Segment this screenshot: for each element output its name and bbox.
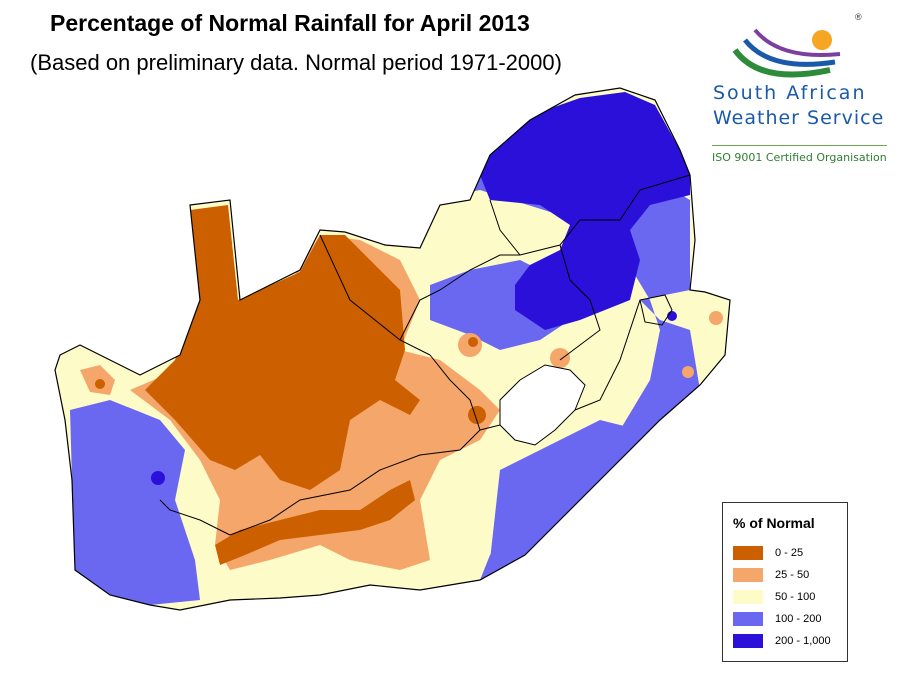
swaziland-outline [639,294,673,326]
legend-title: % of Normal [733,515,815,531]
legend-item: 0 - 25 [733,545,803,561]
logo-name-line2: Weather Service [713,107,885,129]
legend-item: 50 - 100 [733,589,815,605]
zone-0-25-southwest [215,480,415,565]
zone-100-200-southeast [490,420,640,560]
logo-divider [712,145,887,146]
map-legend: % of Normal 0 - 25 25 - 50 50 - 100 100 … [722,502,848,662]
zone-0-25-spot-b [468,406,486,424]
legend-label: 50 - 100 [775,591,816,603]
zone-25-50-spot-b [550,348,570,368]
logo-sun [812,30,832,50]
legend-item: 200 - 1,000 [733,633,831,649]
province-boundaries [159,174,691,536]
logo-swoosh-purple [753,28,841,57]
logo-certification: ISO 9001 Certified Organisation [712,151,887,164]
legend-label: 100 - 200 [775,613,822,625]
legend-item: 25 - 50 [733,567,809,583]
legend-swatch [733,612,763,626]
zone-100-200-west [70,400,200,605]
zone-200-1000-west-spot [151,471,165,485]
legend-swatch [733,568,763,582]
zone-25-50-spot-c [709,311,723,325]
legend-label: 200 - 1,000 [775,635,831,647]
logo-swoosh-green [732,48,831,78]
legend-swatch [733,634,763,648]
zone-0-25-northwest [145,205,420,490]
saws-logo [732,28,841,78]
registered-mark: ® [855,12,862,22]
map-subtitle: (Based on preliminary data. Normal perio… [30,50,562,75]
legend-item: 100 - 200 [733,611,821,627]
logo-name-line1: South African [713,82,867,104]
logo-swoosh-blue [743,38,836,67]
zone-200-1000-north [480,92,690,330]
zone-0-25-spot-a [468,337,478,347]
zone-0-25-spot-c [95,379,105,389]
country-outline [54,87,731,611]
zone-25-50-spot-d [682,366,694,378]
legend-label: 25 - 50 [775,569,810,581]
legend-swatch [733,590,763,604]
legend-swatch [733,546,763,560]
legend-label: 0 - 25 [775,547,804,559]
map-title: Percentage of Normal Rainfall for April … [50,10,530,36]
